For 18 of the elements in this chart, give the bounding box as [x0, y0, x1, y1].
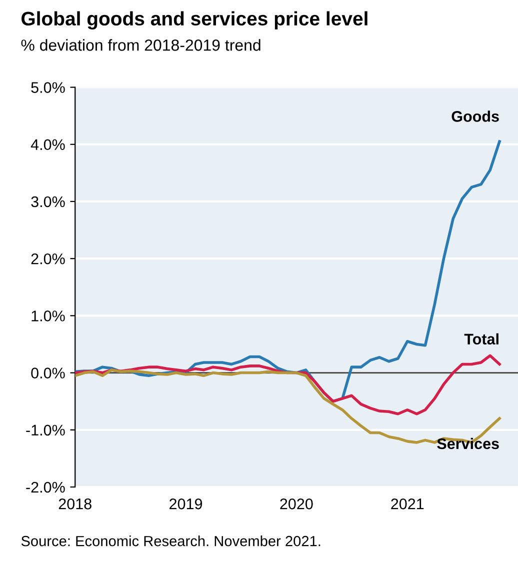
chart-subtitle: % deviation from 2018-2019 trend	[21, 39, 260, 51]
x-tick-label: 2018	[58, 498, 92, 510]
series-label: Total	[464, 333, 498, 345]
x-tick-label: 2020	[280, 498, 313, 510]
series-label: Goods	[452, 110, 499, 122]
y-tick-label: -1.0%	[26, 424, 65, 436]
y-tick-label: -2.0%	[26, 482, 65, 493]
y-tick-label: 4.0%	[30, 139, 65, 150]
series-label: Services	[437, 438, 499, 450]
y-tick-label: 5.0%	[31, 82, 65, 93]
x-tick-label: 2021	[391, 498, 424, 510]
y-tick-label: 3.0%	[31, 196, 65, 208]
y-tick-label: 1.0%	[32, 310, 65, 322]
source-note: Source: Economic Research. November 2021.	[21, 536, 320, 546]
x-tick-label: 2019	[170, 498, 202, 510]
y-tick-label: 0.0%	[31, 368, 65, 378]
chart-title: Global goods and services price level	[22, 11, 368, 30]
y-tick-label: 2.0%	[31, 253, 65, 264]
